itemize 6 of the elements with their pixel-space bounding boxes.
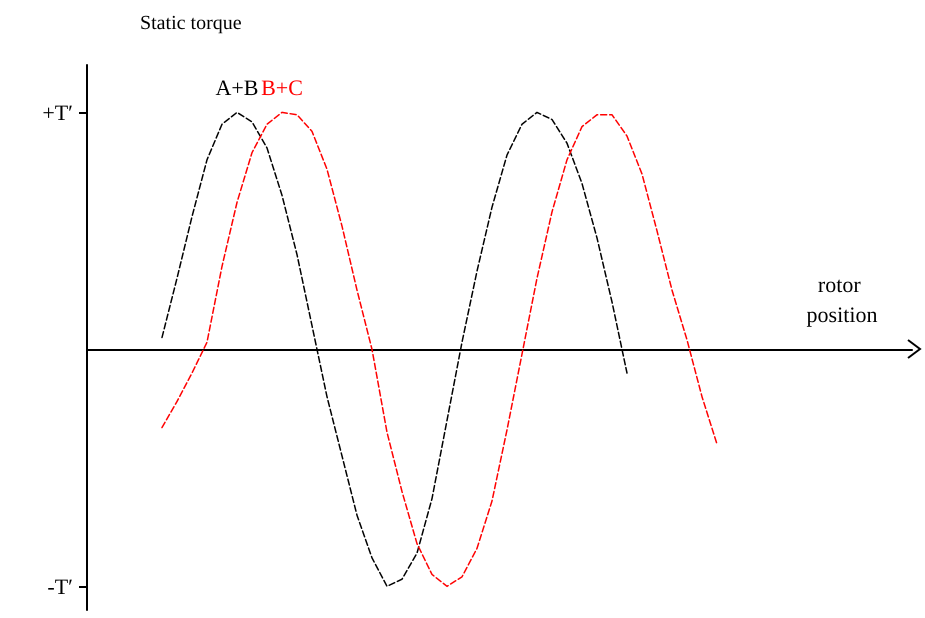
series-label: A+B	[216, 74, 258, 100]
series-label: B+C	[261, 74, 303, 100]
text: +T′	[42, 100, 73, 125]
text: -T′	[47, 574, 73, 599]
x-axis-title: rotor position	[806, 272, 878, 327]
chart-title: Static torque	[140, 12, 242, 34]
